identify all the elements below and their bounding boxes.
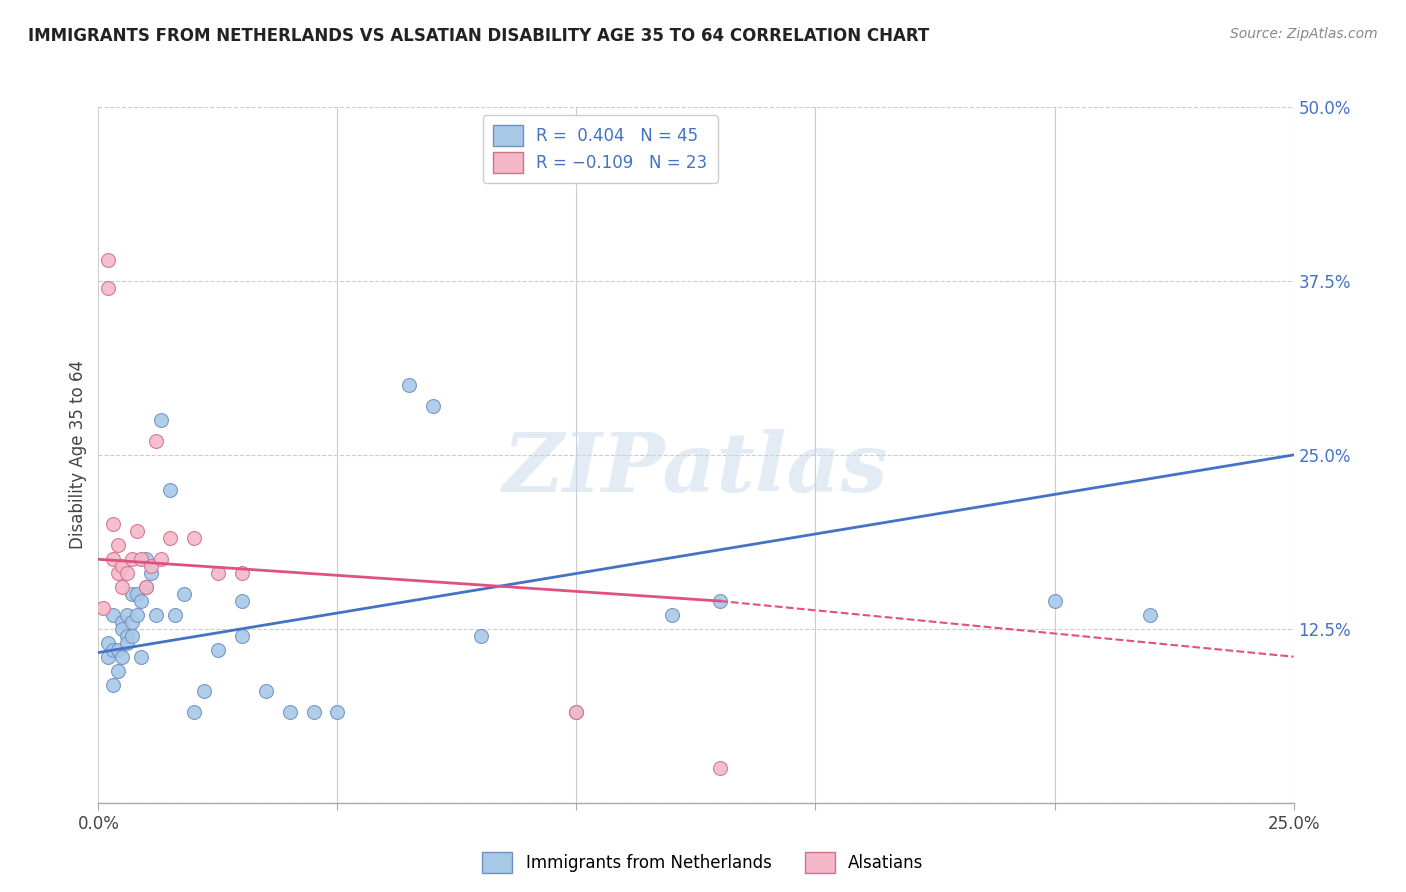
Text: ZIPatlas: ZIPatlas [503, 429, 889, 508]
Point [101, 517, 124, 532]
Point [278, 706, 301, 720]
Point [207, 642, 229, 657]
Point [91, 601, 114, 615]
Point [131, 552, 153, 566]
Point [173, 587, 195, 601]
Point [159, 483, 181, 497]
Point [326, 706, 349, 720]
Point [139, 559, 162, 574]
Point [159, 532, 181, 546]
Point [125, 607, 148, 622]
Point [97, 253, 120, 268]
Point [302, 706, 325, 720]
Point [111, 559, 134, 574]
Point [101, 677, 124, 691]
Point [97, 649, 120, 664]
Point [115, 566, 138, 581]
Point [101, 642, 124, 657]
Point [107, 664, 129, 678]
Point [661, 607, 683, 622]
Point [111, 622, 134, 636]
Point [101, 607, 124, 622]
Point [565, 706, 588, 720]
Point [115, 607, 138, 622]
Point [207, 566, 229, 581]
Point [139, 566, 162, 581]
Point [231, 566, 253, 581]
Point [709, 594, 731, 608]
Point [97, 636, 120, 650]
Point [135, 580, 157, 594]
Point [422, 399, 444, 413]
Point [135, 552, 157, 566]
Point [115, 636, 138, 650]
Point [125, 587, 148, 601]
Point [565, 706, 588, 720]
Point [231, 629, 253, 643]
Point [470, 629, 492, 643]
Point [145, 434, 167, 448]
Point [97, 281, 120, 295]
Point [125, 524, 148, 539]
Point [145, 607, 167, 622]
Point [709, 761, 731, 775]
Point [121, 615, 143, 629]
Point [254, 684, 277, 698]
Y-axis label: Disability Age 35 to 64: Disability Age 35 to 64 [69, 360, 87, 549]
Point [107, 566, 129, 581]
Point [163, 607, 186, 622]
Point [107, 642, 129, 657]
Point [149, 413, 172, 427]
Point [193, 684, 215, 698]
Point [121, 587, 143, 601]
Text: IMMIGRANTS FROM NETHERLANDS VS ALSATIAN DISABILITY AGE 35 TO 64 CORRELATION CHAR: IMMIGRANTS FROM NETHERLANDS VS ALSATIAN … [28, 27, 929, 45]
Point [131, 649, 153, 664]
Point [115, 629, 138, 643]
Legend: Immigrants from Netherlands, Alsatians: Immigrants from Netherlands, Alsatians [475, 846, 931, 880]
Point [1043, 594, 1066, 608]
Point [231, 594, 253, 608]
Point [183, 532, 205, 546]
Point [149, 552, 172, 566]
Point [107, 538, 129, 552]
Point [111, 580, 134, 594]
Point [101, 552, 124, 566]
Point [131, 594, 153, 608]
Legend: R =  0.404   N = 45, R = −0.109   N = 23: R = 0.404 N = 45, R = −0.109 N = 23 [484, 115, 717, 183]
Text: Source: ZipAtlas.com: Source: ZipAtlas.com [1230, 27, 1378, 41]
Point [111, 649, 134, 664]
Point [398, 378, 420, 392]
Point [183, 706, 205, 720]
Point [1139, 607, 1161, 622]
Point [111, 615, 134, 629]
Point [121, 629, 143, 643]
Point [121, 552, 143, 566]
Point [135, 580, 157, 594]
